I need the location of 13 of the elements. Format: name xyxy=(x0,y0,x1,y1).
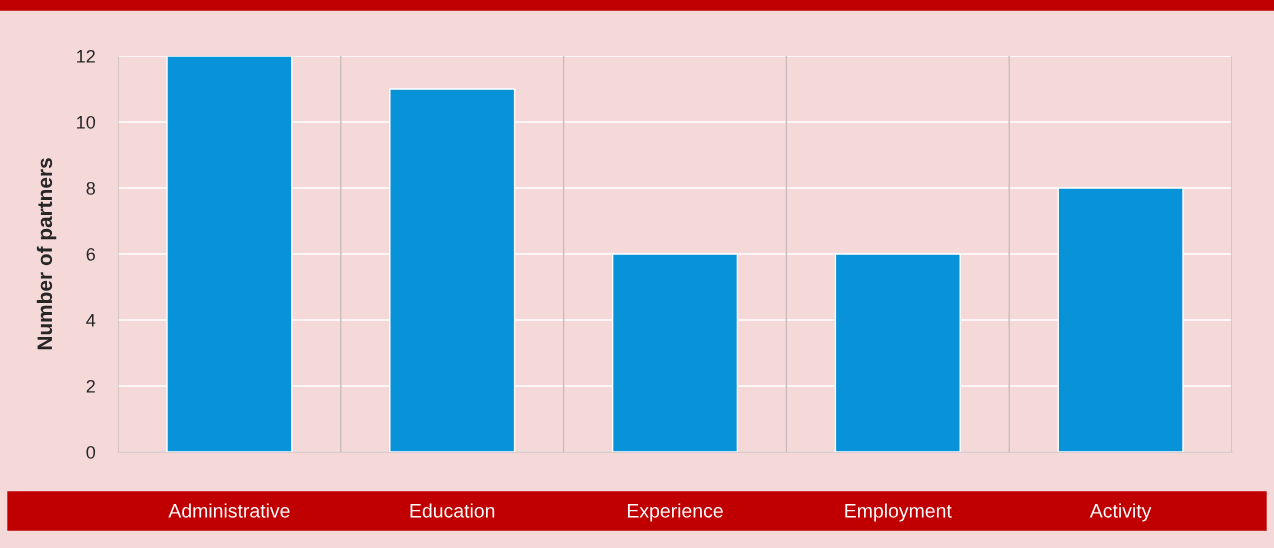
y-tick-label: 8 xyxy=(86,181,95,195)
y-tick-label: 6 xyxy=(86,247,95,261)
y-tick-label: 4 xyxy=(86,314,96,327)
x-tick-label: Activity xyxy=(1089,503,1152,522)
x-tick-label: Administrative xyxy=(168,503,290,518)
y-tick-label: 0 xyxy=(86,445,96,459)
x-tick-label: Education xyxy=(410,503,495,518)
y-axis-title: Number of partners xyxy=(36,158,57,350)
x-tick-label: Experience xyxy=(627,503,723,522)
y-tick-label: 2 xyxy=(86,379,95,393)
y-tick-label: 12 xyxy=(77,49,95,63)
x-tick-label: Employment xyxy=(845,503,952,522)
y-tick-label: 10 xyxy=(77,115,96,129)
